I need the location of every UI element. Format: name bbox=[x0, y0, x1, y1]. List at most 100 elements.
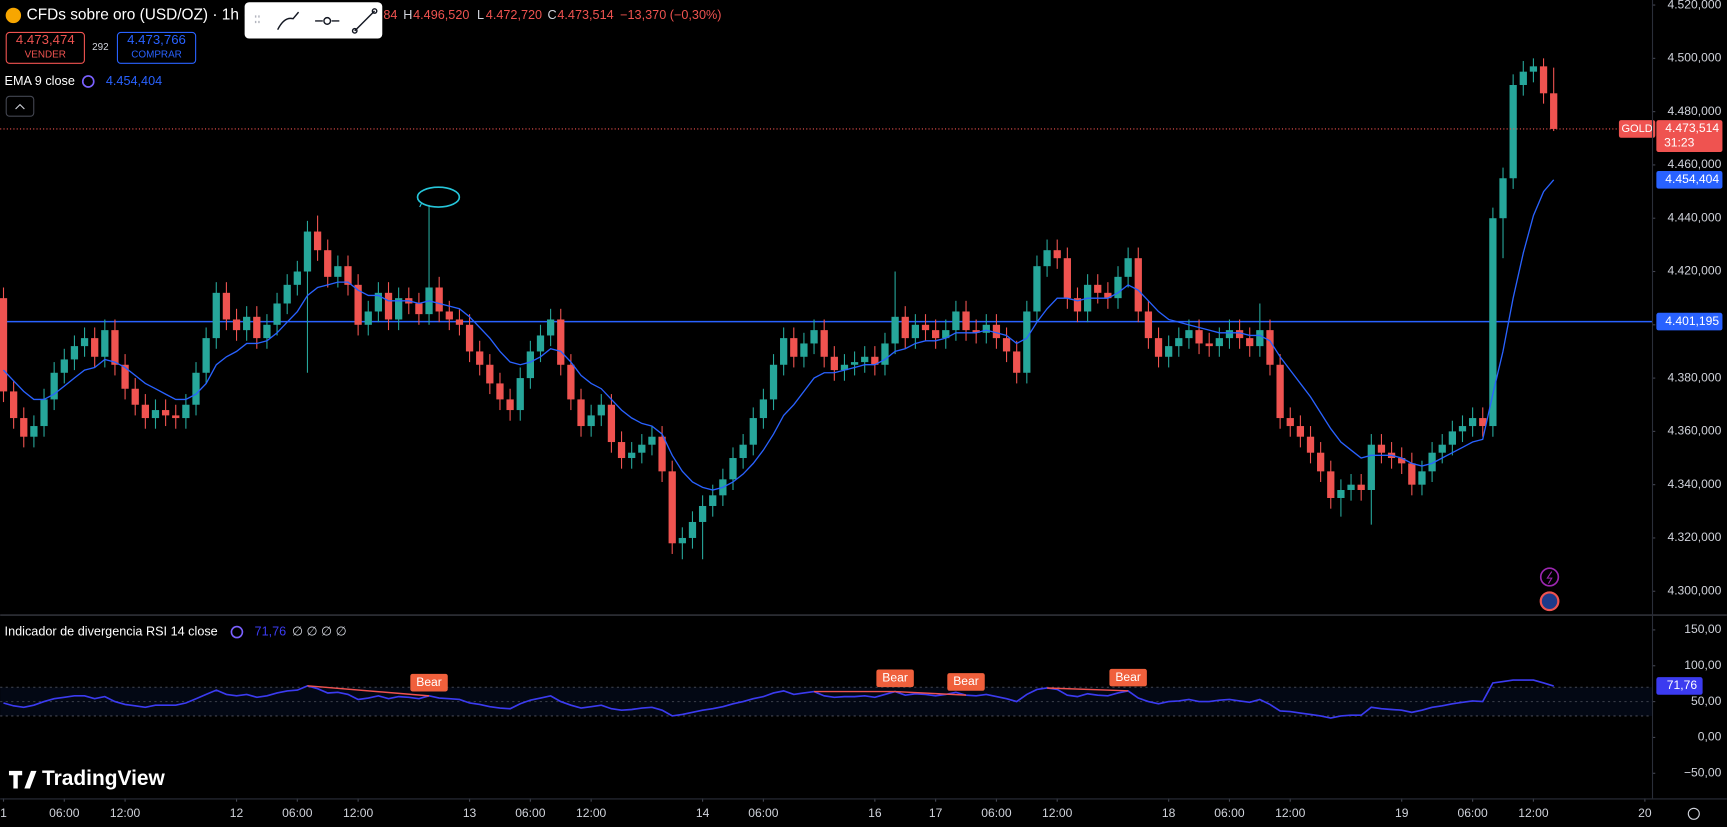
candle-body bbox=[10, 391, 18, 419]
change: −13,370 (−0,30%) bbox=[620, 8, 721, 22]
candle-body bbox=[972, 330, 980, 333]
y-tick-label: 150,00 bbox=[1684, 622, 1721, 636]
drawing-circle[interactable] bbox=[416, 186, 461, 208]
ema-tag-text: 4.454,404 bbox=[1665, 172, 1719, 186]
countdown: 31:23 bbox=[1664, 135, 1695, 149]
y-tick-label: 4.440,000 bbox=[1667, 210, 1721, 224]
candle-body bbox=[1094, 284, 1102, 293]
y-tick-label: 0,00 bbox=[1698, 730, 1722, 744]
toolbar-icons[interactable] bbox=[254, 8, 378, 34]
ema-legend-name[interactable]: EMA 9 close bbox=[5, 74, 75, 88]
candle-body bbox=[1377, 444, 1386, 453]
brand-name[interactable]: TradingView bbox=[42, 767, 166, 790]
divergence-label: Bear bbox=[416, 675, 442, 689]
candle-body bbox=[222, 292, 231, 320]
sell-price[interactable]: 4.473,474 bbox=[16, 32, 75, 47]
candle-body bbox=[1367, 444, 1375, 491]
candle-body bbox=[1246, 338, 1254, 347]
y-tick-label: 4.320,000 bbox=[1667, 530, 1721, 544]
hline-tag bbox=[1656, 312, 1723, 331]
tool-trend-b[interactable] bbox=[371, 8, 378, 14]
candle-body bbox=[891, 316, 899, 344]
tool-hline-dot[interactable] bbox=[323, 16, 332, 25]
divergence-line bbox=[1047, 687, 1129, 692]
rsi-legend-name[interactable]: Indicador de divergencia RSI 14 close bbox=[5, 624, 218, 638]
x-tick-label: 06:00 bbox=[49, 806, 80, 820]
x-tick-label: 14 bbox=[696, 806, 710, 820]
candle-body bbox=[172, 415, 180, 419]
candle-body bbox=[1398, 458, 1406, 464]
candle-body bbox=[1033, 266, 1041, 312]
candle-body bbox=[850, 362, 859, 365]
candle-body bbox=[790, 338, 798, 357]
candle-body bbox=[1104, 292, 1112, 299]
collapse-button[interactable] bbox=[5, 95, 35, 117]
candle-body bbox=[111, 330, 119, 365]
y-tick-label: 4.500,000 bbox=[1667, 51, 1721, 65]
tool-trend-a[interactable] bbox=[351, 27, 358, 34]
candle-body bbox=[840, 364, 849, 371]
candle-body bbox=[384, 292, 393, 320]
event-icon[interactable] bbox=[1539, 567, 1560, 587]
tool-trend[interactable] bbox=[354, 10, 376, 32]
candle-body bbox=[80, 338, 89, 347]
candle-body bbox=[820, 330, 828, 357]
candle-body bbox=[151, 410, 160, 419]
candle-body bbox=[232, 319, 241, 331]
candle-body bbox=[1114, 276, 1122, 299]
buy-price[interactable]: 4.473,766 bbox=[127, 32, 186, 47]
symbol[interactable]: CFDs sobre oro (USD/OZ) · 1h · bbox=[27, 6, 249, 23]
candle-body bbox=[374, 292, 383, 312]
x-tick-label: 12:00 bbox=[1275, 806, 1306, 820]
candle-body bbox=[759, 399, 768, 419]
x-tick-label: 06:00 bbox=[1214, 806, 1245, 820]
candle-body bbox=[465, 324, 474, 352]
symbol-tag bbox=[1618, 120, 1656, 138]
candle-body bbox=[1418, 471, 1426, 485]
candle-body bbox=[628, 452, 636, 459]
candle-body bbox=[486, 364, 494, 384]
x-tick-label: 17 bbox=[929, 806, 943, 820]
candle-body bbox=[1144, 311, 1153, 339]
candle-body bbox=[1550, 93, 1558, 129]
candle-body bbox=[293, 271, 301, 285]
candle-body bbox=[962, 311, 970, 331]
candle-body bbox=[698, 505, 707, 522]
candle-body bbox=[830, 356, 838, 371]
y-tick-label: 4.480,000 bbox=[1667, 104, 1721, 118]
candle-body bbox=[526, 351, 534, 379]
sell-label[interactable]: VENDER bbox=[25, 50, 66, 61]
ema-legend-icon[interactable] bbox=[81, 75, 95, 88]
rsi-legend-extra: ∅ ∅ ∅ ∅ bbox=[292, 624, 347, 638]
buy-label[interactable]: COMPRAR bbox=[131, 50, 182, 61]
buy-button[interactable] bbox=[116, 31, 197, 64]
x-tick-label: 20 bbox=[1638, 806, 1652, 820]
candle-body bbox=[1327, 471, 1335, 498]
collapse-icon[interactable] bbox=[15, 103, 25, 110]
y-tick-label: 50,00 bbox=[1691, 694, 1722, 708]
candle-body bbox=[354, 284, 362, 325]
x-tick-label: 19 bbox=[1395, 806, 1409, 820]
candle-body bbox=[881, 343, 889, 365]
close-value: 4.473,514 bbox=[557, 8, 613, 22]
candle-body bbox=[932, 330, 940, 339]
candle-body bbox=[364, 311, 372, 325]
settings-icon[interactable] bbox=[1687, 807, 1700, 820]
y-tick-label: 4.380,000 bbox=[1667, 370, 1721, 384]
candle-body bbox=[952, 311, 960, 331]
economic-event-icon[interactable] bbox=[1539, 591, 1560, 612]
candle-body bbox=[597, 404, 605, 416]
candle-body bbox=[212, 292, 220, 339]
rsi-legend-icon[interactable] bbox=[230, 625, 244, 639]
candle-body bbox=[1256, 330, 1264, 347]
sell-button[interactable] bbox=[5, 31, 85, 64]
candle-body bbox=[688, 521, 697, 538]
symbol-icon[interactable] bbox=[5, 7, 22, 24]
divergence-label-box bbox=[947, 673, 985, 691]
candle-body bbox=[901, 316, 909, 339]
tool-pen[interactable] bbox=[277, 11, 300, 31]
candle-body bbox=[536, 335, 545, 352]
candle-body bbox=[455, 319, 464, 325]
candle-body bbox=[1489, 218, 1497, 427]
